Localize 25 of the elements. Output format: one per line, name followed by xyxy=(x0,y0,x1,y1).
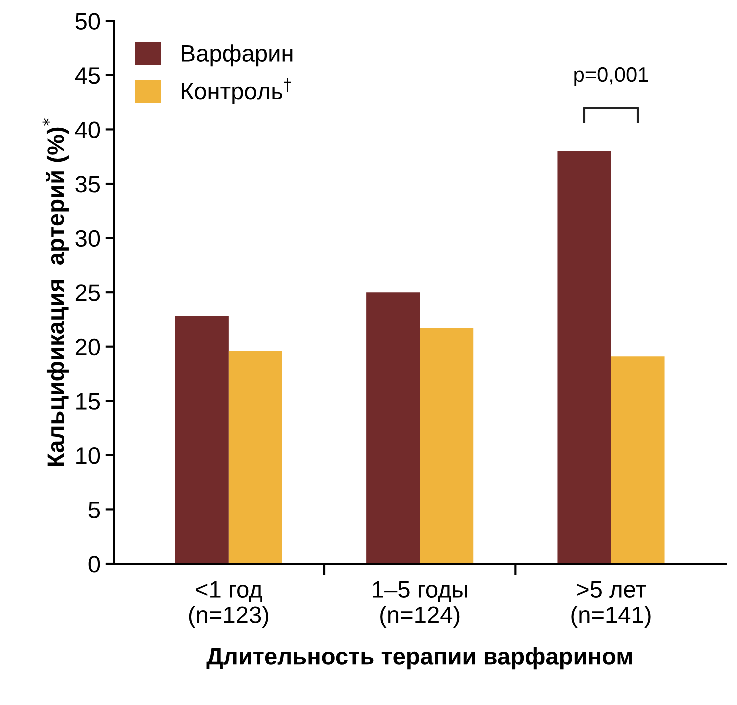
x-axis-title: Длительность терапии варфарином xyxy=(206,648,632,670)
x-tick-label: >5 лет (n=141) xyxy=(572,582,651,628)
y-tick-label: 35 xyxy=(76,176,100,193)
y-tick-label: 20 xyxy=(76,338,100,356)
annotation: p=0,001 xyxy=(574,67,648,86)
y-tick-label: 0 xyxy=(88,556,100,573)
bar xyxy=(420,328,474,564)
bar xyxy=(611,356,665,564)
y-tick-label: 45 xyxy=(75,68,100,84)
legend-label: Варфарин xyxy=(182,44,293,67)
bar xyxy=(366,292,420,564)
y-tick-label: 5 xyxy=(88,502,100,519)
legend-label: Контроль$^{†}$ xyxy=(182,78,292,104)
bar xyxy=(175,316,229,564)
y-tick-label: 40 xyxy=(75,122,100,139)
bar xyxy=(228,351,282,564)
y-axis-title: Кальцификация артерий (%)$^{*}$ xyxy=(42,118,69,466)
x-tick-label: 1–5 годы (n=124) xyxy=(373,582,468,628)
y-tick-label: 30 xyxy=(76,230,100,248)
y-tick-label: 25 xyxy=(76,284,100,302)
x-tick-label: <1 год (n=123) xyxy=(189,582,268,628)
y-tick-label: 15 xyxy=(76,393,100,410)
y-tick-label: 50 xyxy=(76,13,100,30)
y-tick-label: 10 xyxy=(76,448,100,464)
bar xyxy=(558,151,612,564)
